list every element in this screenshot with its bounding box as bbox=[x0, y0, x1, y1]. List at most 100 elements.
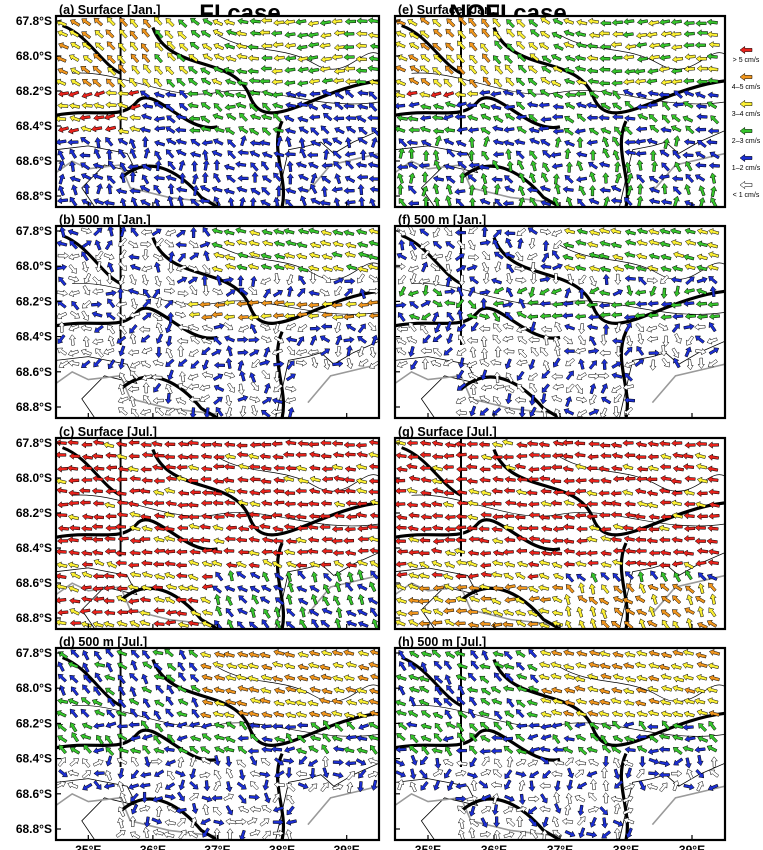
velocity-arrow bbox=[648, 697, 660, 705]
velocity-arrow bbox=[697, 621, 708, 629]
velocity-arrow bbox=[469, 819, 480, 828]
velocity-arrow bbox=[683, 89, 695, 97]
velocity-arrow bbox=[695, 440, 707, 448]
velocity-arrow bbox=[213, 103, 223, 113]
velocity-arrow bbox=[405, 721, 418, 729]
velocity-arrow bbox=[564, 757, 574, 767]
velocity-arrow bbox=[343, 102, 355, 110]
velocity-arrow bbox=[285, 537, 297, 545]
velocity-arrow bbox=[501, 735, 514, 743]
velocity-arrow bbox=[420, 42, 431, 51]
velocity-arrow bbox=[492, 30, 502, 40]
velocity-arrow bbox=[153, 662, 163, 672]
velocity-arrow bbox=[574, 298, 586, 307]
velocity-arrow bbox=[529, 137, 541, 145]
bathymetry-contour bbox=[119, 375, 219, 418]
velocity-arrow bbox=[115, 187, 128, 195]
velocity-arrow bbox=[81, 261, 89, 273]
velocity-arrow bbox=[189, 755, 197, 767]
velocity-arrow bbox=[708, 312, 721, 321]
ice-contour bbox=[307, 785, 379, 826]
velocity-arrow bbox=[611, 361, 622, 369]
velocity-arrow bbox=[58, 321, 66, 333]
velocity-arrow bbox=[176, 337, 189, 345]
velocity-arrow bbox=[575, 697, 587, 705]
velocity-arrow bbox=[237, 746, 248, 755]
velocity-arrow bbox=[601, 830, 612, 839]
velocity-arrow bbox=[141, 53, 151, 64]
velocity-arrow bbox=[492, 793, 500, 805]
velocity-arrow bbox=[116, 757, 128, 765]
velocity-arrow bbox=[586, 464, 598, 473]
velocity-arrow bbox=[505, 720, 514, 731]
velocity-arrow bbox=[492, 55, 502, 65]
velocity-arrow bbox=[432, 299, 443, 308]
velocity-arrow bbox=[164, 440, 176, 448]
velocity-arrow bbox=[118, 685, 126, 697]
velocity-arrow bbox=[321, 535, 333, 543]
velocity-arrow bbox=[419, 561, 430, 570]
velocity-arrow bbox=[515, 500, 527, 509]
velocity-arrow bbox=[187, 501, 199, 509]
velocity-arrow bbox=[249, 17, 261, 25]
velocity-arrow bbox=[455, 396, 467, 405]
velocity-arrow bbox=[612, 650, 624, 658]
velocity-arrow bbox=[92, 620, 104, 629]
velocity-arrow bbox=[516, 159, 525, 171]
velocity-arrow bbox=[273, 227, 285, 236]
velocity-arrow bbox=[83, 744, 93, 754]
velocity-arrow bbox=[684, 607, 695, 615]
velocity-arrow bbox=[540, 525, 553, 533]
velocity-arrow bbox=[223, 745, 235, 753]
velocity-arrow bbox=[285, 373, 296, 382]
velocity-arrow bbox=[320, 102, 333, 110]
velocity-arrow bbox=[480, 369, 488, 381]
velocity-arrow bbox=[611, 746, 622, 754]
velocity-arrow bbox=[188, 721, 200, 729]
velocity-arrow bbox=[706, 18, 718, 26]
velocity-arrow bbox=[237, 17, 249, 26]
velocity-arrow bbox=[648, 606, 656, 618]
velocity-arrow bbox=[492, 311, 501, 323]
velocity-arrow bbox=[529, 382, 538, 393]
velocity-arrow bbox=[260, 299, 273, 307]
velocity-arrow bbox=[249, 696, 262, 705]
velocity-arrow bbox=[117, 358, 126, 370]
velocity-arrow bbox=[528, 511, 540, 519]
velocity-arrow bbox=[660, 313, 672, 321]
velocity-arrow bbox=[491, 734, 503, 742]
velocity-arrow bbox=[94, 42, 105, 52]
velocity-arrow bbox=[479, 830, 492, 838]
panel-f: (f) 500 m [Jan.] bbox=[393, 213, 727, 420]
velocity-arrow bbox=[671, 609, 682, 618]
velocity-arrow bbox=[285, 829, 293, 840]
velocity-arrow bbox=[493, 371, 501, 383]
velocity-arrow bbox=[308, 113, 321, 121]
velocity-arrow bbox=[610, 620, 622, 629]
velocity-arrow bbox=[673, 285, 681, 297]
velocity-arrow bbox=[153, 184, 162, 195]
velocity-arrow bbox=[433, 29, 443, 38]
velocity-arrow bbox=[286, 173, 295, 185]
velocity-arrow bbox=[528, 358, 536, 370]
velocity-arrow bbox=[179, 43, 189, 52]
velocity-arrow bbox=[527, 475, 539, 483]
velocity-arrow bbox=[406, 89, 418, 98]
velocity-arrow bbox=[504, 710, 515, 719]
velocity-arrow bbox=[420, 734, 432, 743]
velocity-arrow bbox=[539, 596, 551, 604]
velocity-arrow bbox=[224, 486, 236, 495]
velocity-arrow bbox=[188, 649, 199, 659]
velocity-arrow bbox=[105, 687, 116, 696]
velocity-arrow bbox=[515, 770, 527, 778]
velocity-arrow bbox=[355, 487, 368, 495]
velocity-arrow bbox=[562, 746, 574, 754]
velocity-arrow bbox=[710, 115, 720, 125]
velocity-arrow bbox=[671, 55, 684, 63]
speed-legend: > 5 cm/s4–5 cm/s3–4 cm/s2–3 cm/s1–2 cm/s… bbox=[732, 45, 761, 199]
velocity-arrow bbox=[503, 662, 515, 670]
velocity-arrow bbox=[635, 559, 647, 567]
velocity-arrow bbox=[672, 548, 684, 556]
velocity-arrow bbox=[322, 733, 332, 743]
velocity-arrow bbox=[432, 608, 444, 617]
